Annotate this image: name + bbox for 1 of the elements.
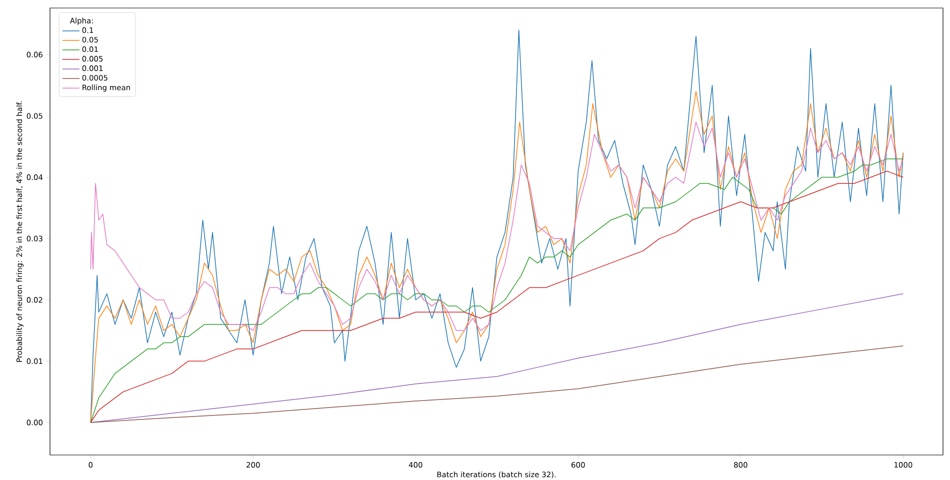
line-series <box>90 345 904 423</box>
